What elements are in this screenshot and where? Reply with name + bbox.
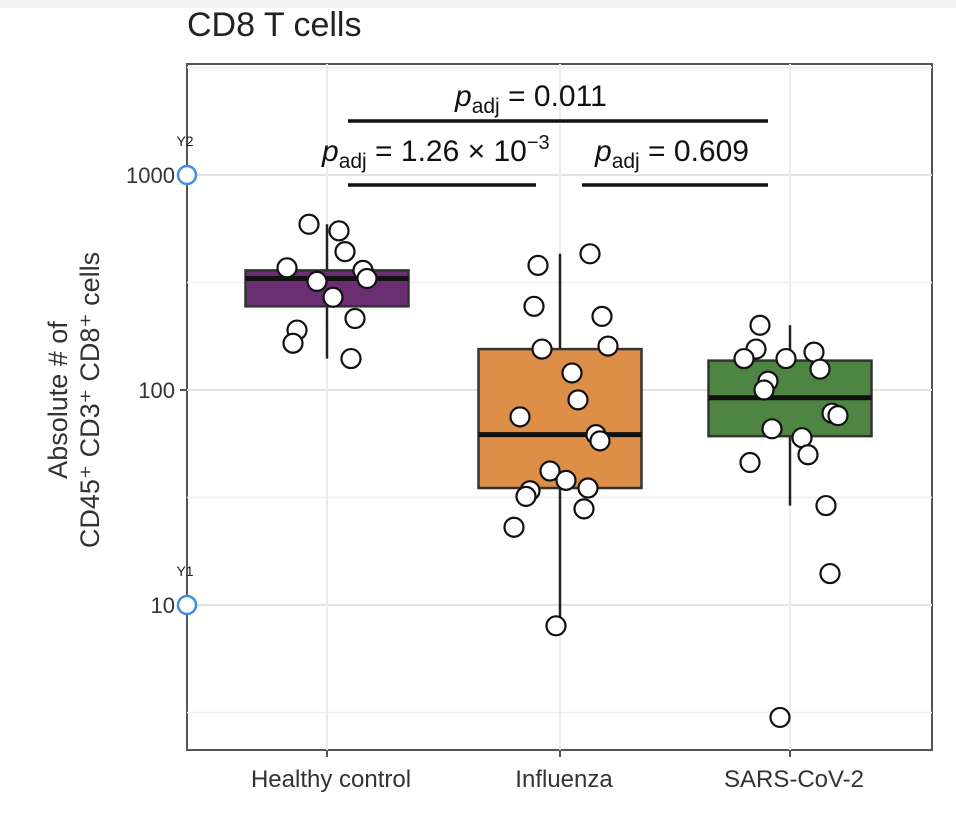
box-body — [477, 347, 643, 490]
y-tick-label: 100 — [138, 378, 175, 403]
data-point — [545, 615, 567, 637]
data-point — [306, 270, 328, 292]
data-point — [340, 347, 362, 370]
y-tick-label: 1000 — [126, 163, 175, 188]
x-axis: Healthy control Influenza SARS-CoV-2 — [251, 750, 864, 793]
y-axis-label-line1: Absolute # of — [43, 321, 73, 479]
data-point — [591, 305, 613, 327]
reference-marker — [176, 164, 198, 186]
data-point — [749, 314, 771, 336]
data-point — [356, 267, 378, 290]
data-point — [344, 307, 366, 330]
comparison-label: padj = 0.011 — [454, 80, 607, 118]
data-point — [797, 444, 819, 466]
data-point — [282, 332, 304, 354]
data-point — [328, 220, 350, 242]
comparison-label: padj = 1.26 × 10−3 — [321, 132, 550, 173]
data-point — [733, 347, 755, 370]
reference-markers: Y1 Y2 — [176, 133, 198, 616]
data-point — [597, 335, 619, 357]
boxes — [244, 224, 873, 626]
x-tick-label: Healthy control — [251, 766, 411, 793]
data-point — [561, 362, 583, 384]
data-point — [503, 516, 525, 538]
significance-annotations: padj = 0.011 padj = 1.26 × 10−3 padj = 0.6… — [321, 80, 768, 187]
data-point — [531, 338, 553, 360]
data-point — [761, 418, 783, 440]
data-point — [509, 406, 531, 428]
y-axis-label-line2: CD45⁺ CD3⁺ CD8⁺ cells — [75, 251, 105, 549]
reference-marker-label: Y1 — [176, 563, 193, 579]
data-points — [276, 213, 849, 729]
data-point — [573, 498, 595, 520]
data-point — [334, 241, 356, 263]
x-tick-label: SARS-CoV-2 — [724, 766, 864, 793]
data-point — [276, 257, 298, 279]
data-point — [775, 347, 797, 370]
data-point — [577, 477, 599, 499]
data-point — [567, 389, 589, 411]
x-tick-label: Influenza — [515, 766, 613, 793]
reference-marker-label: Y2 — [176, 133, 193, 149]
data-point — [753, 379, 775, 401]
top-strip — [0, 0, 956, 8]
data-point — [555, 469, 577, 491]
data-point — [515, 485, 537, 507]
data-point — [809, 358, 831, 380]
data-point — [298, 213, 320, 235]
y-axis-label: Absolute # of CD45⁺ CD3⁺ CD8⁺ cells — [42, 180, 106, 620]
chart-title: CD8 T cells — [187, 6, 362, 44]
data-point — [527, 254, 549, 276]
data-point — [322, 286, 344, 308]
y-axis: 10 100 1000 — [126, 163, 187, 618]
y-tick-label: 10 — [151, 593, 175, 618]
data-point — [523, 295, 545, 317]
data-point — [827, 405, 849, 427]
data-point — [815, 494, 837, 517]
data-point — [769, 706, 791, 729]
data-point — [589, 430, 611, 452]
reference-marker — [176, 594, 198, 616]
data-point — [739, 451, 761, 474]
data-point — [579, 243, 601, 265]
comparison-label: padj = 0.609 — [594, 135, 749, 173]
data-point — [819, 562, 841, 585]
data-point — [539, 460, 561, 482]
